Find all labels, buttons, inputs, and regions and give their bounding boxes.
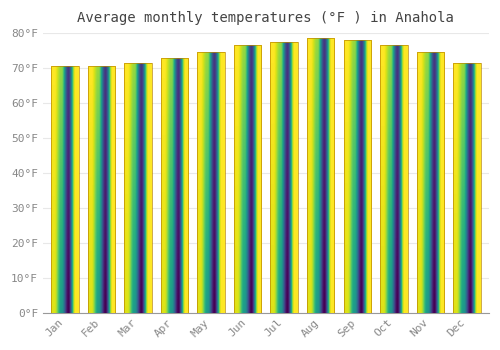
Bar: [198, 52, 225, 313]
Bar: [307, 38, 334, 313]
Title: Average monthly temperatures (°F ) in Anahola: Average monthly temperatures (°F ) in An…: [78, 11, 454, 25]
Bar: [88, 66, 115, 313]
Bar: [161, 58, 188, 313]
Bar: [124, 63, 152, 313]
Bar: [380, 46, 407, 313]
Bar: [270, 42, 298, 313]
Bar: [416, 52, 444, 313]
Bar: [51, 66, 78, 313]
Bar: [234, 46, 262, 313]
Bar: [344, 40, 371, 313]
Bar: [454, 63, 480, 313]
